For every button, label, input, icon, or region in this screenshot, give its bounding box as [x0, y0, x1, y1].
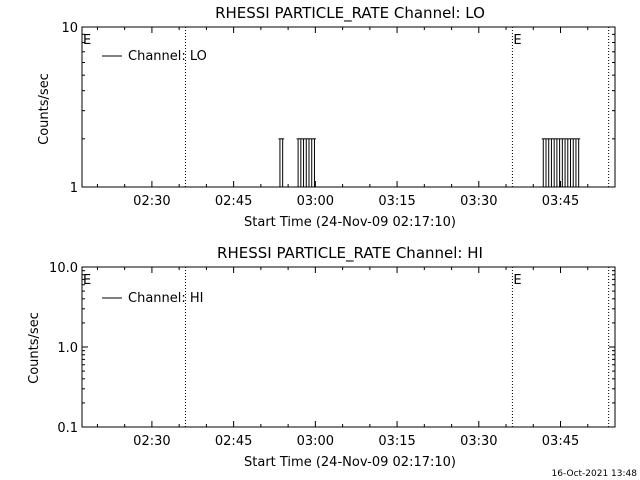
y-tick-label: 0.1: [57, 421, 78, 436]
x-tick-label: 03:30: [460, 434, 497, 449]
plot-frame: [81, 26, 616, 188]
event-marker-label: E: [83, 273, 91, 288]
x-tick-label: 03:15: [378, 194, 415, 209]
event-marker-label: E: [83, 33, 91, 48]
legend-label: Channel: HI: [128, 291, 204, 306]
chart-title: RHESSI PARTICLE_RATE Channel: HI: [217, 244, 483, 263]
x-tick-label: 03:15: [378, 434, 415, 449]
timestamp-stamp: 16-Oct-2021 13:48: [552, 469, 638, 479]
x-tick-label: 03:45: [542, 194, 579, 209]
chart-title: RHESSI PARTICLE_RATE Channel: LO: [215, 4, 485, 23]
x-tick-label: 03:00: [297, 434, 334, 449]
panel-lo: RHESSI PARTICLE_RATE Channel: LO Start T…: [37, 4, 616, 230]
y-axis-label: Counts/sec: [37, 73, 52, 145]
x-tick-label: 02:30: [133, 434, 170, 449]
y-tick-label: 1.0: [57, 341, 78, 356]
x-axis-label: Start Time (24-Nov-09 02:17:10): [244, 455, 456, 470]
x-tick-label: 03:45: [542, 434, 579, 449]
axes-lo: 02:30 02:45 03:00 03:15 03:30 03:45 1 10 E E: [61, 21, 616, 209]
x-axis-label: Start Time (24-Nov-09 02:17:10): [244, 215, 456, 230]
series-lo: [278, 138, 581, 187]
y-axis-label: Counts/sec: [27, 312, 42, 384]
x-tick-label: 02:30: [133, 194, 170, 209]
axes-hi: 02:30 02:45 03:00 03:15 03:30 03:45 0.1 1.0 10.0…: [49, 261, 616, 449]
x-tick-label: 03:00: [297, 194, 334, 209]
x-tick-label: 03:30: [460, 194, 497, 209]
y-tick-label: 10.0: [49, 261, 78, 276]
event-marker-label: E: [513, 273, 521, 288]
x-tick-label: 02:45: [215, 194, 252, 209]
x-tick-label: 02:45: [215, 434, 252, 449]
panel-hi: RHESSI PARTICLE_RATE Channel: HI Start T…: [27, 244, 616, 470]
y-tick-label: 1: [70, 181, 78, 196]
event-marker-label: E: [513, 33, 521, 48]
legend-label: Channel: LO: [128, 49, 207, 64]
y-tick-label: 10: [61, 21, 78, 36]
